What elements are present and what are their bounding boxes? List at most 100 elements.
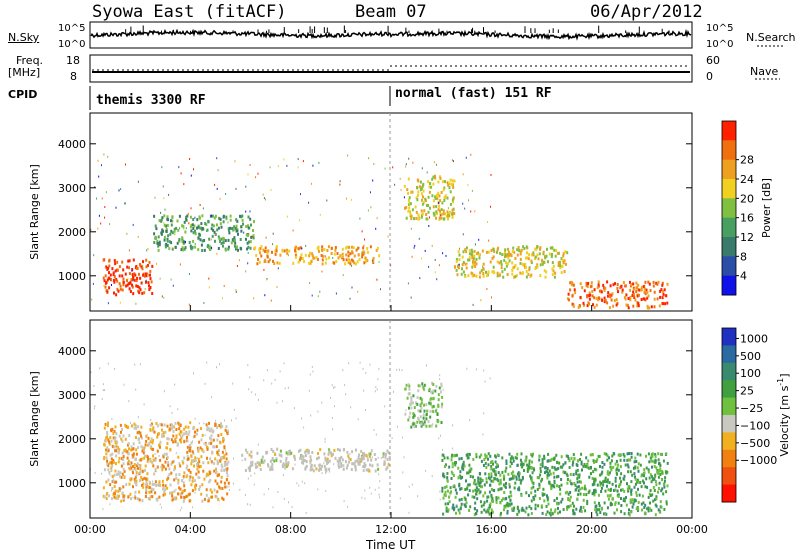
velocity-echo-cell (408, 406, 410, 410)
velocity-echo-cell (365, 453, 368, 457)
velocity-echo-cell (137, 446, 140, 450)
velocity-noise-cell (94, 405, 96, 408)
power-echo-cell (227, 238, 230, 242)
power-echo-cell (211, 223, 214, 227)
velocity-echo-cell (483, 500, 486, 504)
velocity-echo-cell (126, 426, 129, 430)
velocity-echo-cell (419, 384, 422, 388)
velocity-echo-cell (606, 494, 609, 498)
velocity-echo-cell (161, 432, 164, 436)
power-echo-cell (235, 218, 238, 222)
power-noise-cell (103, 284, 105, 287)
velocity-echo-cell (342, 448, 345, 452)
power-echo-cell (583, 303, 585, 307)
velocity-echo-cell (538, 497, 541, 500)
power-echo-cell (457, 265, 459, 269)
velocity-echo-cell (636, 452, 639, 456)
velocity-echo-cell (299, 456, 302, 460)
velocity-echo-cell (282, 462, 285, 466)
velocity-echo-cell (119, 489, 121, 492)
velocity-echo-cell (267, 463, 269, 467)
power-echo-cell (451, 179, 454, 183)
power-echo-cell (136, 276, 139, 280)
power-echo-cell (143, 291, 146, 295)
velocity-echo-cell (656, 469, 659, 472)
velocity-echo-cell (113, 495, 116, 499)
velocity-echo-cell (510, 502, 513, 506)
power-noise-cell (132, 279, 134, 282)
velocity-echo-cell (227, 460, 230, 464)
velocity-echo-cell (226, 474, 229, 478)
velocity-echo-cell (665, 502, 668, 506)
velocity-echo-cell (112, 459, 115, 462)
velocity-noise-cell (442, 448, 444, 451)
power-colorbar-tick-label: 12 (740, 231, 754, 244)
velocity-echo-cell (386, 458, 389, 461)
power-echo-cell (105, 280, 108, 284)
power-echo-cell (149, 273, 151, 277)
velocity-echo-cell (106, 435, 109, 439)
velocity-echo-cell (569, 504, 572, 508)
power-echo-cell (224, 239, 227, 243)
velocity-echo-cell (164, 467, 167, 471)
power-echo-cell (640, 285, 643, 289)
velocity-echo-cell (617, 468, 620, 472)
velocity-echo-cell (121, 451, 124, 455)
velocity-echo-cell (300, 457, 303, 461)
power-noise-cell (413, 246, 415, 249)
power-echo-cell (213, 216, 216, 220)
power-echo-cell (267, 249, 270, 253)
velocity-echo-cell (650, 459, 653, 463)
velocity-echo-cell (448, 465, 451, 469)
velocity-echo-cell (108, 471, 111, 474)
velocity-echo-cell (167, 437, 170, 441)
velocity-echo-cell (643, 474, 645, 478)
velocity-noise-cell (408, 485, 410, 488)
velocity-echo-cell (342, 467, 345, 471)
velocity-echo-cell (466, 487, 468, 491)
velocity-echo-cell (133, 422, 136, 426)
velocity-echo-cell (591, 476, 594, 480)
power-echo-cell (183, 247, 186, 251)
power-colorbar-tick-label: 8 (740, 250, 747, 263)
velocity-echo-cell (220, 475, 223, 479)
velocity-echo-cell (500, 499, 503, 502)
velocity-echo-cell (441, 402, 444, 406)
velocity-echo-cell (560, 478, 563, 481)
power-noise-cell (105, 191, 107, 194)
velocity-echo-cell (284, 463, 286, 467)
power-noise-cell (342, 274, 344, 277)
velocity-echo-cell (636, 478, 639, 482)
velocity-noise-cell (174, 383, 176, 386)
power-noise-cell (387, 235, 389, 238)
velocity-noise-cell (150, 419, 152, 421)
velocity-echo-cell (495, 465, 498, 469)
velocity-echo-cell (164, 460, 167, 464)
velocity-echo-cell (263, 459, 266, 463)
power-echo-cell (595, 296, 598, 300)
velocity-echo-cell (216, 425, 219, 429)
power-echo-cell (128, 287, 131, 291)
velocity-echo-cell (130, 497, 132, 501)
power-echo-cell (417, 190, 420, 194)
velocity-echo-cell (514, 481, 517, 485)
velocity-echo-cell (187, 493, 190, 497)
power-echo-cell (141, 291, 144, 295)
power-noise-cell (187, 212, 189, 215)
velocity-echo-cell (220, 463, 223, 467)
velocity-echo-cell (339, 458, 341, 462)
velocity-echo-cell (285, 464, 288, 468)
velocity-echo-cell (201, 483, 204, 487)
velocity-echo-cell (300, 454, 303, 458)
power-echo-cell (451, 215, 454, 219)
power-echo-cell (444, 194, 447, 198)
power-echo-cell (449, 178, 452, 182)
velocity-echo-cell (425, 424, 428, 428)
velocity-echo-cell (472, 457, 475, 461)
velocity-echo-cell (475, 512, 478, 515)
velocity-noise-cell (325, 489, 327, 492)
velocity-echo-cell (663, 485, 666, 489)
power-echo-cell (247, 224, 249, 228)
velocity-echo-cell (196, 428, 199, 432)
velocity-echo-cell (166, 442, 169, 445)
